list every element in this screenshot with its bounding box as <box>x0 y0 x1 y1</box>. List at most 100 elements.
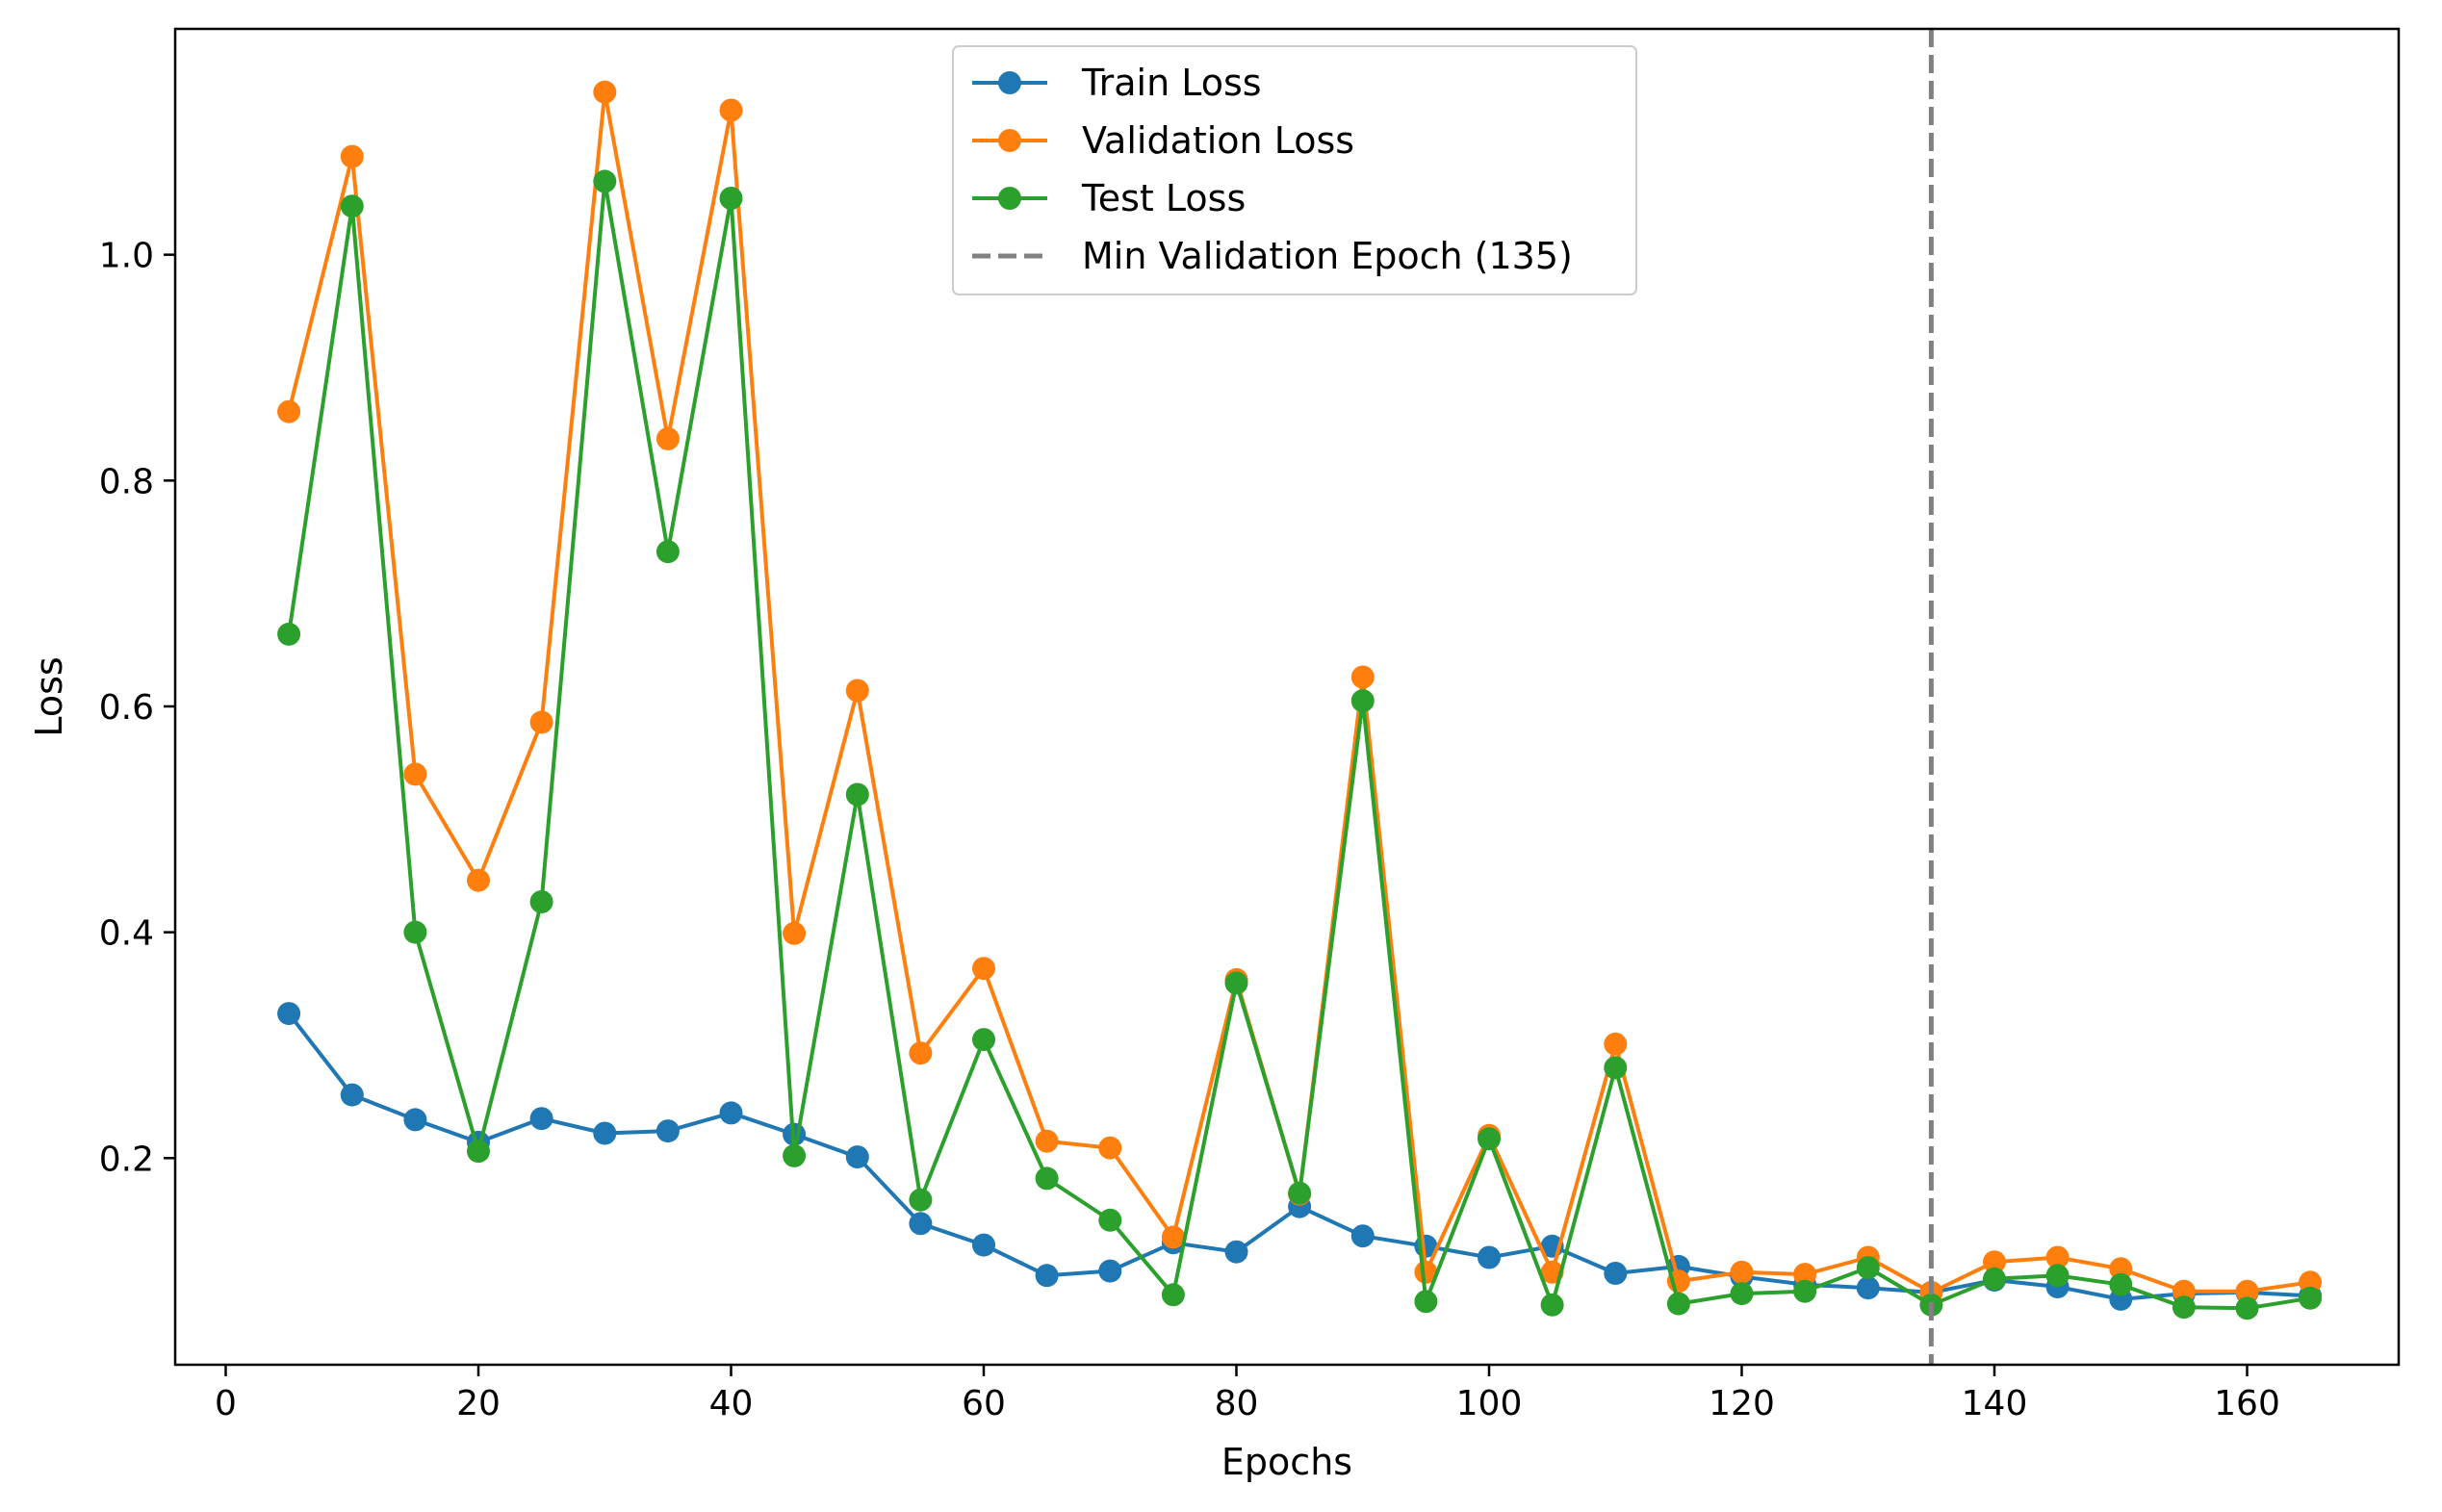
test-loss-point <box>1414 1290 1438 1314</box>
test-loss-point <box>1604 1056 1628 1080</box>
legend: Train Loss Validation Loss Test Loss Min Va… <box>952 45 1637 295</box>
y-axis-label: Loss <box>28 656 70 736</box>
y-tick-label: 1.0 <box>99 237 154 276</box>
test-loss-point <box>593 169 617 193</box>
test-loss-point <box>1478 1127 1501 1151</box>
plot-frame <box>173 27 2401 1367</box>
test-loss-point <box>655 540 680 564</box>
legend-label: Validation Loss <box>1082 119 1354 162</box>
validation-loss-point <box>277 399 301 423</box>
train-loss-point <box>845 1145 869 1169</box>
train-loss-point <box>1035 1264 1059 1288</box>
validation-loss-point <box>2235 1279 2259 1303</box>
test-loss-point <box>1730 1282 1754 1306</box>
train-loss-point <box>1224 1240 1248 1264</box>
test-loss-point <box>1983 1267 2006 1291</box>
validation-loss-point <box>1161 1225 1185 1249</box>
train-loss-point <box>1478 1245 1501 1269</box>
x-tick-label: 140 <box>1962 1384 2028 1423</box>
x-tick-label: 0 <box>215 1384 237 1423</box>
y-tick-label: 0.4 <box>99 914 154 954</box>
train-loss-point <box>1350 1224 1375 1248</box>
test-loss-point <box>2045 1264 2069 1288</box>
validation-loss-point <box>1730 1260 1754 1284</box>
legend-validation-loss-marker <box>998 129 1021 152</box>
test-loss-point <box>1666 1292 1690 1316</box>
train-loss-point <box>593 1121 617 1145</box>
validation-loss-point <box>529 710 553 734</box>
test-loss-point <box>719 187 743 210</box>
x-tick-label: 20 <box>456 1384 501 1423</box>
legend-train-loss-marker <box>998 71 1021 94</box>
validation-loss-point <box>1098 1136 1122 1160</box>
validation-loss-point <box>655 426 680 450</box>
test-loss-point <box>972 1028 995 1052</box>
test-loss-point <box>783 1143 807 1167</box>
train-loss-point <box>972 1233 995 1257</box>
test-loss-point <box>1856 1256 1880 1280</box>
test-loss-point <box>340 194 364 218</box>
plot-layer <box>277 29 2323 1365</box>
validation-loss-point <box>2109 1257 2133 1281</box>
test-loss-point <box>529 890 553 913</box>
test-loss-point <box>2172 1295 2196 1320</box>
train-loss-point <box>1856 1276 1880 1300</box>
test-loss-point <box>1161 1283 1185 1307</box>
validation-loss-point <box>972 957 995 981</box>
train-loss-point <box>909 1212 933 1236</box>
legend-label: Test Loss <box>1081 177 1246 219</box>
train-loss-point <box>1604 1262 1628 1285</box>
validation-loss-point <box>1983 1250 2006 1274</box>
x-tick-label: 40 <box>709 1384 754 1423</box>
test-loss-point <box>467 1140 490 1164</box>
test-loss-point <box>2299 1286 2323 1310</box>
x-tick-label: 100 <box>1456 1384 1523 1423</box>
y-tick-label: 0.2 <box>99 1140 154 1179</box>
test-loss-point <box>1098 1208 1122 1232</box>
test-loss-point <box>1035 1166 1059 1191</box>
test-loss-point <box>2235 1296 2259 1320</box>
validation-loss-point <box>1414 1260 1438 1284</box>
y-tick-label: 0.8 <box>99 462 154 501</box>
axes-layer: 0 20 40 60 80 100 120 140 160 0.2 0.4 0.6 0.8 1.0 <box>99 27 2401 1423</box>
validation-loss-point <box>2299 1270 2323 1294</box>
validation-loss-point <box>403 762 427 786</box>
test-loss-point <box>845 782 869 807</box>
test-loss-point <box>1288 1181 1312 1205</box>
legend-box <box>952 45 1637 295</box>
x-axis-label: Epochs <box>1221 1441 1352 1483</box>
legend-test-loss-marker <box>998 187 1021 210</box>
legend-label: Train Loss <box>1081 62 1262 104</box>
legend-label: Min Validation Epoch (135) <box>1082 235 1573 277</box>
validation-loss-point <box>593 80 617 104</box>
test-loss-point <box>277 622 301 646</box>
test-loss-point <box>1540 1293 1564 1317</box>
test-loss-point <box>1793 1279 1817 1303</box>
train-loss-point <box>277 1002 301 1026</box>
train-loss-point <box>1098 1259 1122 1283</box>
x-tick-label: 60 <box>962 1384 1006 1423</box>
validation-loss-point <box>719 98 743 122</box>
train-loss-point <box>719 1101 743 1125</box>
x-tick-label: 160 <box>2214 1384 2280 1423</box>
validation-loss-point <box>1350 665 1375 689</box>
x-tick-label: 120 <box>1709 1384 1775 1423</box>
validation-loss-point <box>1604 1032 1628 1056</box>
test-loss-point <box>403 920 427 944</box>
validation-loss-point <box>467 868 490 892</box>
x-tick-label: 80 <box>1215 1384 1259 1423</box>
validation-loss-point <box>1035 1129 1059 1153</box>
test-loss-point <box>1350 689 1375 713</box>
validation-loss-point <box>845 679 869 703</box>
y-tick-label: 0.6 <box>99 688 154 728</box>
test-loss-point <box>909 1188 933 1212</box>
train-loss-point <box>403 1108 427 1132</box>
validation-loss-point <box>340 144 364 168</box>
test-loss-point <box>1224 971 1248 995</box>
train-loss-point <box>655 1119 680 1143</box>
validation-loss-point <box>1793 1263 1817 1287</box>
validation-loss-point <box>783 921 807 945</box>
validation-loss-point <box>2172 1279 2196 1303</box>
test-loss-point <box>2109 1272 2133 1296</box>
